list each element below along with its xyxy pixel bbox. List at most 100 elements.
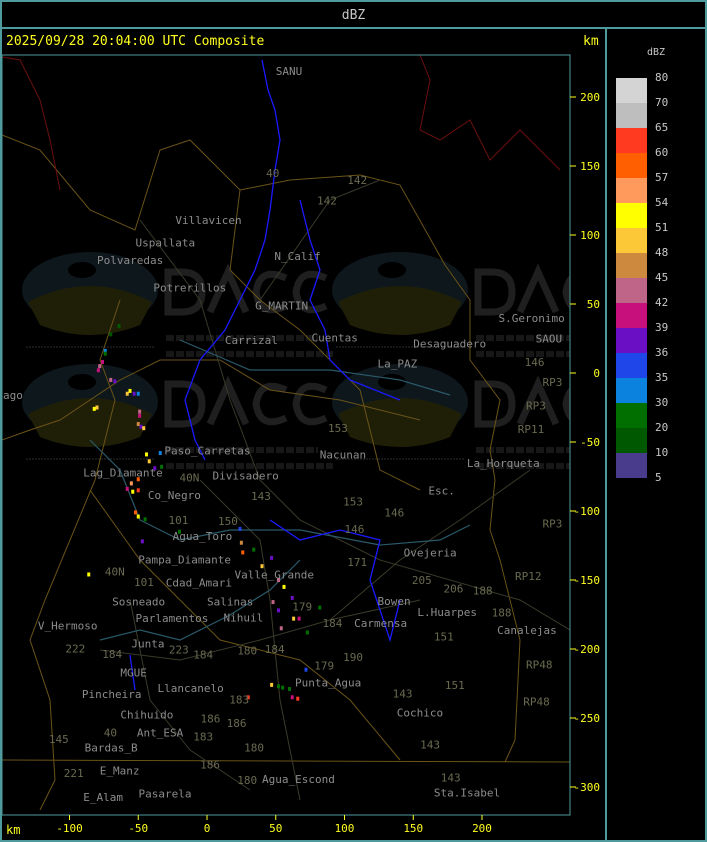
route-label: 180	[237, 774, 257, 787]
place-label: E_Manz	[100, 765, 140, 778]
road-line	[129, 599, 251, 791]
irrigation-outline	[184, 59, 281, 461]
radar-echo	[145, 452, 148, 457]
legend-swatch	[616, 403, 647, 428]
boundary-line	[2, 759, 570, 763]
radar-echo	[134, 510, 137, 515]
place-label: Bardas_B	[85, 742, 138, 755]
route-label: 179	[292, 600, 312, 613]
place-label: La_PAZ	[378, 357, 418, 370]
radar-echo	[103, 351, 107, 356]
boundary-line	[2, 359, 421, 441]
route-label: RP11	[518, 423, 545, 436]
logo-fan	[28, 286, 152, 335]
radar-echo	[138, 409, 142, 414]
route-label: 180	[244, 742, 264, 755]
radar-echo	[98, 364, 102, 369]
route-label: 143	[251, 490, 271, 503]
place-label: Nihuil	[224, 611, 264, 624]
legend-swatch	[616, 203, 647, 228]
radar-echo	[241, 550, 245, 555]
route-label: RP48	[526, 658, 553, 671]
dacc-watermark-logo	[332, 364, 570, 469]
y-tick-label: 0	[593, 367, 600, 380]
route-label: 205	[412, 574, 432, 587]
logo-fan	[338, 398, 462, 447]
radar-echo	[239, 540, 243, 545]
radar-echo	[103, 348, 107, 353]
place-label: N_Calif	[274, 250, 320, 263]
legend-swatch	[616, 128, 647, 153]
place-label: Sta.Isabel	[434, 787, 500, 800]
route-label: RP3	[543, 376, 563, 389]
route-label: 184	[323, 617, 343, 630]
place-label: Chihuido	[120, 709, 173, 722]
route-label: 142	[347, 174, 367, 187]
product-title: 2025/09/28 20:04:00 UTC Composite	[6, 34, 265, 49]
irrigation-outline	[299, 199, 401, 401]
radar-echo	[125, 391, 129, 396]
legend-swatch	[616, 228, 647, 253]
radar-echo	[131, 489, 135, 494]
logo-letter-d	[164, 380, 206, 428]
place-label: V_Hermoso	[38, 620, 98, 633]
radar-echo	[128, 388, 132, 393]
route-label: 101	[169, 514, 189, 527]
route-label: 171	[347, 556, 367, 569]
y-tick-label: -150	[574, 574, 601, 587]
radar-echo	[290, 695, 294, 700]
place-label: ago	[3, 389, 23, 402]
legend-swatch	[616, 253, 647, 278]
route-label: 153	[343, 495, 363, 508]
place-label: L.Huarpes	[417, 606, 477, 619]
radar-echo	[178, 529, 181, 534]
border-line	[2, 55, 561, 191]
route-label: 186	[200, 758, 220, 771]
route-label: 142	[317, 195, 337, 208]
river-line	[99, 559, 301, 641]
route-label: 179	[314, 660, 334, 673]
place-label: Cochico	[397, 707, 443, 720]
legend-swatch	[616, 378, 647, 403]
legend-label: 36	[655, 346, 669, 359]
legend-label: 65	[655, 121, 669, 134]
legend-label: 54	[655, 196, 669, 209]
place-label: Villavicen	[175, 214, 241, 227]
route-label: 153	[328, 422, 348, 435]
route-label: 151	[434, 631, 454, 644]
river-line	[89, 439, 471, 546]
place-label: Desaguadero	[413, 338, 486, 351]
legend-label: 20	[655, 421, 669, 434]
radar-echo	[136, 391, 140, 396]
radar-echo	[282, 584, 286, 589]
radar-echo	[140, 539, 144, 544]
place-label: Uspallata	[136, 237, 196, 250]
place-label: SAOU	[536, 333, 563, 346]
route-label: 101	[134, 576, 154, 589]
logo-letter-d	[474, 380, 516, 428]
place-label: SANU	[276, 65, 303, 78]
route-label: 146	[384, 507, 404, 520]
road-line	[199, 479, 301, 801]
radar-echo	[277, 578, 280, 582]
route-label: 40	[104, 727, 117, 740]
place-label: Nacunan	[320, 449, 366, 462]
route-label: RP3	[543, 518, 563, 531]
river-line	[179, 339, 451, 396]
radar-echo	[305, 630, 309, 635]
route-label: 223	[169, 644, 189, 657]
route-label: 180	[237, 645, 257, 658]
irrigation-outline	[269, 519, 401, 643]
place-label: Punta_Agua	[295, 676, 361, 689]
place-label: E_Alam	[83, 791, 123, 804]
route-label: 183	[229, 693, 249, 706]
place-label: Potrerillos	[153, 282, 226, 295]
logo-letter-c	[292, 382, 328, 426]
route-label: 146	[345, 523, 365, 536]
dacc-watermark-logo	[332, 252, 570, 357]
place-label: Bowen	[378, 595, 411, 608]
radar-echo	[92, 406, 96, 411]
legend-label: 35	[655, 371, 669, 384]
legend-label: 42	[655, 296, 669, 309]
